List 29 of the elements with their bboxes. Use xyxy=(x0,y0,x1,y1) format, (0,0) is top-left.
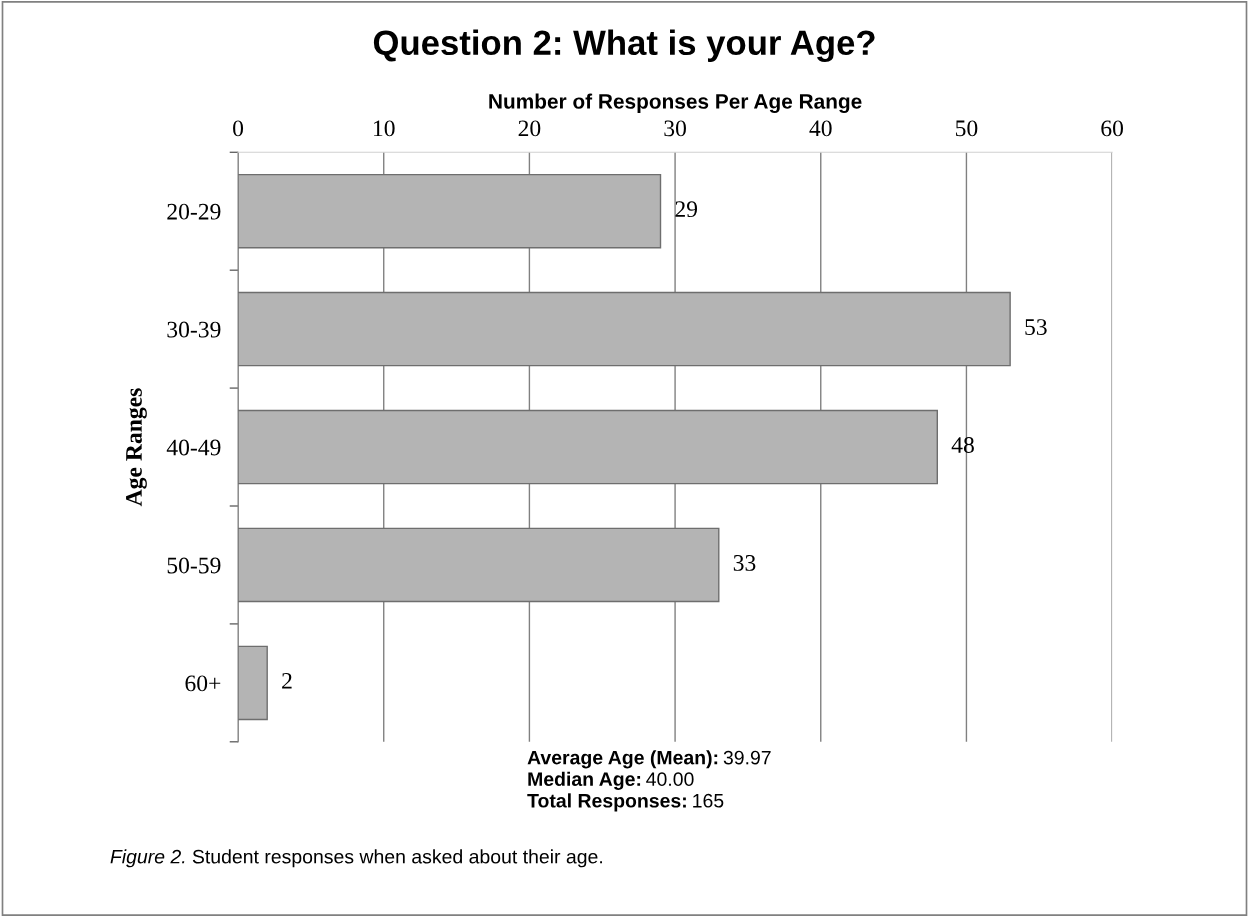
bar xyxy=(238,291,1011,367)
text: Average Age (Mean): 39.97 xyxy=(527,750,771,769)
x-tick-label: 30 xyxy=(664,120,686,137)
x-tick-label: 60 xyxy=(1101,120,1124,137)
data-label: 33 xyxy=(733,555,756,571)
chart-title: Question 2: What is your Age? xyxy=(373,29,875,63)
bar xyxy=(238,645,268,721)
text: Total Responses: 165 xyxy=(527,793,724,812)
y-tick-label: 50-59 xyxy=(167,557,221,574)
bar xyxy=(238,527,720,603)
bar xyxy=(238,409,938,485)
x-tick-label: 0 xyxy=(233,120,244,137)
caption: Figure 2. Student responses when asked about their age. xyxy=(110,849,602,868)
data-label: 2 xyxy=(282,672,292,689)
y-tick-label: 30-39 xyxy=(167,321,221,338)
bar xyxy=(238,173,662,249)
y-axis-title: Age Ranges xyxy=(126,388,147,507)
data-label: 29 xyxy=(675,201,698,218)
x-axis-title: Number of Responses Per Age Range xyxy=(489,93,862,113)
y-tick-label: 40-49 xyxy=(166,439,221,456)
x-tick-label: 20 xyxy=(518,120,541,137)
y-tick-label: 20-29 xyxy=(167,203,221,220)
y-tick-label: 60+ xyxy=(185,675,221,692)
text: Median Age: 40.00 xyxy=(528,771,694,790)
x-tick-label: 40 xyxy=(809,120,832,137)
x-tick-label: 10 xyxy=(374,120,395,137)
x-tick-label: 50 xyxy=(956,120,978,137)
data-label: 53 xyxy=(1025,319,1047,336)
data-label: 48 xyxy=(951,437,974,453)
